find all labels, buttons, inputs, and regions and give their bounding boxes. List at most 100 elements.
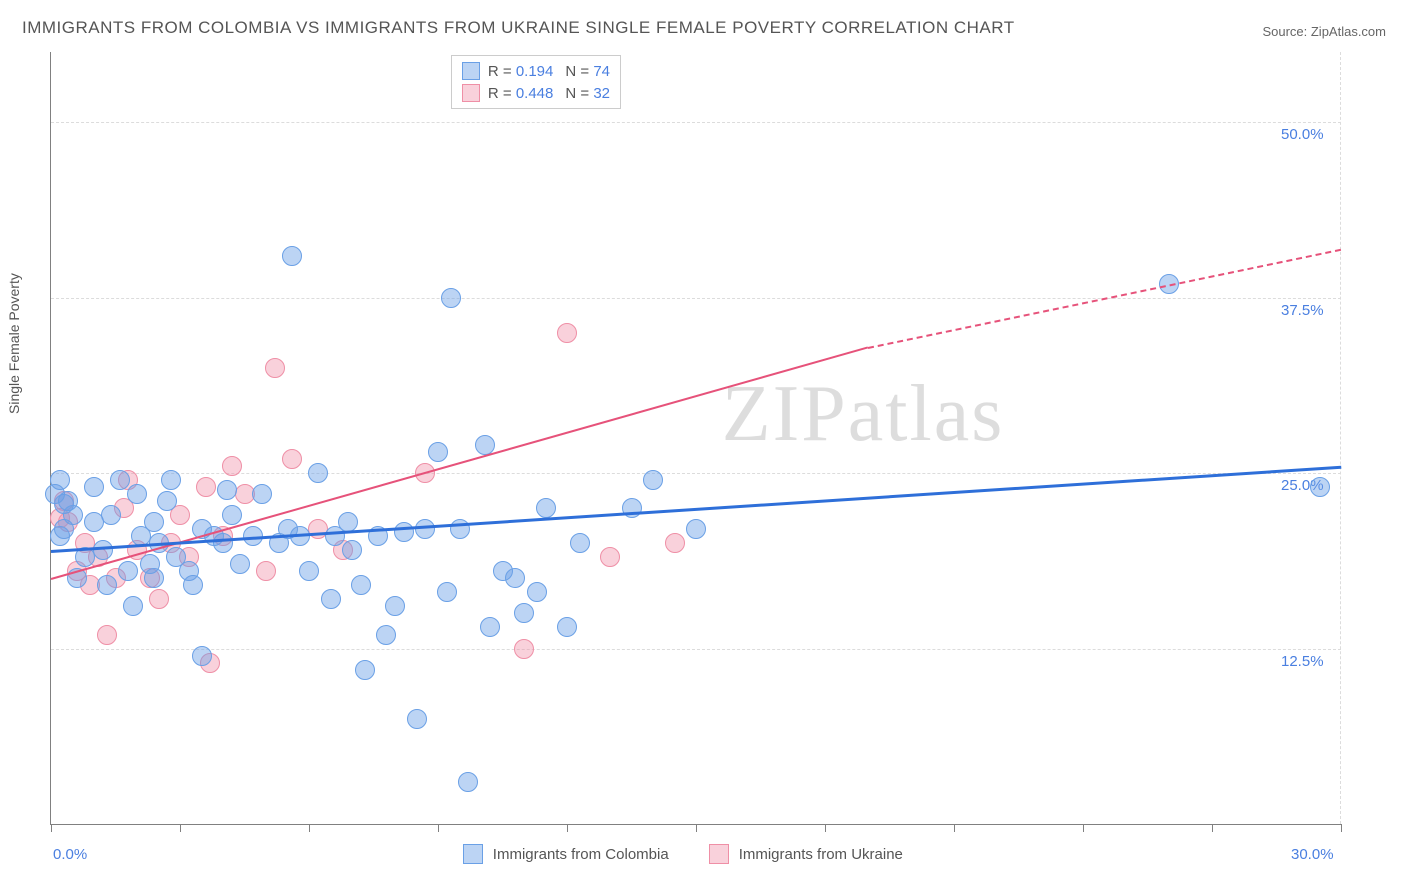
scatter-point	[149, 589, 169, 609]
scatter-point	[123, 596, 143, 616]
scatter-point	[600, 547, 620, 567]
x-tick	[180, 824, 181, 832]
x-tick	[954, 824, 955, 832]
source-label: Source:	[1262, 24, 1310, 39]
scatter-point	[63, 505, 83, 525]
legend-row: R = 0.194N = 74	[462, 60, 610, 82]
scatter-point	[480, 617, 500, 637]
gridline-vertical	[1340, 52, 1341, 824]
legend-swatch	[462, 62, 480, 80]
trend-line	[51, 347, 869, 581]
scatter-point	[458, 772, 478, 792]
scatter-point	[127, 484, 147, 504]
scatter-point	[93, 540, 113, 560]
scatter-point	[101, 505, 121, 525]
x-tick-label: 30.0%	[1291, 846, 1334, 863]
scatter-point	[557, 617, 577, 637]
scatter-point	[256, 561, 276, 581]
scatter-point	[230, 554, 250, 574]
bottom-legend-item: Immigrants from Colombia	[463, 844, 669, 864]
scatter-point	[665, 533, 685, 553]
scatter-point	[84, 477, 104, 497]
scatter-point	[557, 323, 577, 343]
correlation-legend: R = 0.194N = 74 R = 0.448N = 32	[451, 55, 621, 109]
scatter-point	[342, 540, 362, 560]
scatter-point	[222, 456, 242, 476]
scatter-point	[570, 533, 590, 553]
legend-row: R = 0.448N = 32	[462, 82, 610, 104]
scatter-point	[376, 625, 396, 645]
x-tick	[1212, 824, 1213, 832]
gridline-horizontal	[51, 473, 1341, 474]
scatter-point	[321, 589, 341, 609]
scatter-point	[252, 484, 272, 504]
scatter-point	[686, 519, 706, 539]
legend-swatch	[462, 84, 480, 102]
scatter-point	[183, 575, 203, 595]
scatter-point	[428, 442, 448, 462]
scatter-point	[144, 568, 164, 588]
legend-label: Immigrants from Ukraine	[739, 846, 903, 863]
scatter-point	[415, 519, 435, 539]
scatter-point	[441, 288, 461, 308]
legend-text: R = 0.194N = 74	[488, 63, 610, 80]
bottom-legend-item: Immigrants from Ukraine	[709, 844, 903, 864]
scatter-point	[282, 246, 302, 266]
x-tick	[567, 824, 568, 832]
source-value: ZipAtlas.com	[1311, 24, 1386, 39]
x-tick	[825, 824, 826, 832]
scatter-point	[527, 582, 547, 602]
legend-swatch	[709, 844, 729, 864]
scatter-point	[45, 484, 65, 504]
scatter-point	[217, 480, 237, 500]
scatter-point	[394, 522, 414, 542]
scatter-point	[144, 512, 164, 532]
trend-line	[51, 466, 1341, 553]
scatter-point	[355, 660, 375, 680]
scatter-point	[110, 470, 130, 490]
gridline-horizontal	[51, 122, 1341, 123]
legend-label: Immigrants from Colombia	[493, 846, 669, 863]
x-tick	[438, 824, 439, 832]
gridline-horizontal	[51, 298, 1341, 299]
scatter-point	[282, 449, 302, 469]
x-tick	[51, 824, 52, 832]
chart-title: IMMIGRANTS FROM COLOMBIA VS IMMIGRANTS F…	[22, 18, 1015, 38]
source-attribution: Source: ZipAtlas.com	[1262, 24, 1386, 39]
scatter-point	[118, 561, 138, 581]
scatter-point	[514, 603, 534, 623]
y-tick-label: 37.5%	[1281, 302, 1324, 319]
y-tick-label: 50.0%	[1281, 126, 1324, 143]
legend-text: R = 0.448N = 32	[488, 85, 610, 102]
y-tick-label: 12.5%	[1281, 653, 1324, 670]
legend-swatch	[463, 844, 483, 864]
x-tick	[1341, 824, 1342, 832]
scatter-point	[222, 505, 242, 525]
scatter-point	[407, 709, 427, 729]
scatter-point	[643, 470, 663, 490]
x-tick-label: 0.0%	[53, 846, 87, 863]
scatter-point	[265, 358, 285, 378]
scatter-point	[437, 582, 457, 602]
scatter-point	[385, 596, 405, 616]
scatter-point	[161, 470, 181, 490]
x-tick	[1083, 824, 1084, 832]
watermark: ZIPatlas	[722, 369, 1005, 460]
scatter-point	[505, 568, 525, 588]
scatter-point	[299, 561, 319, 581]
scatter-point	[97, 625, 117, 645]
scatter-point	[157, 491, 177, 511]
scatter-point	[514, 639, 534, 659]
scatter-point	[308, 463, 328, 483]
scatter-point	[1310, 477, 1330, 497]
scatter-point	[536, 498, 556, 518]
x-tick	[696, 824, 697, 832]
scatter-chart: ZIPatlas12.5%25.0%37.5%50.0%0.0%30.0%R =…	[50, 52, 1341, 825]
scatter-point	[351, 575, 371, 595]
scatter-point	[97, 575, 117, 595]
scatter-point	[192, 646, 212, 666]
x-tick	[309, 824, 310, 832]
scatter-point	[213, 533, 233, 553]
scatter-point	[196, 477, 216, 497]
y-axis-label: Single Female Poverty	[6, 273, 22, 414]
